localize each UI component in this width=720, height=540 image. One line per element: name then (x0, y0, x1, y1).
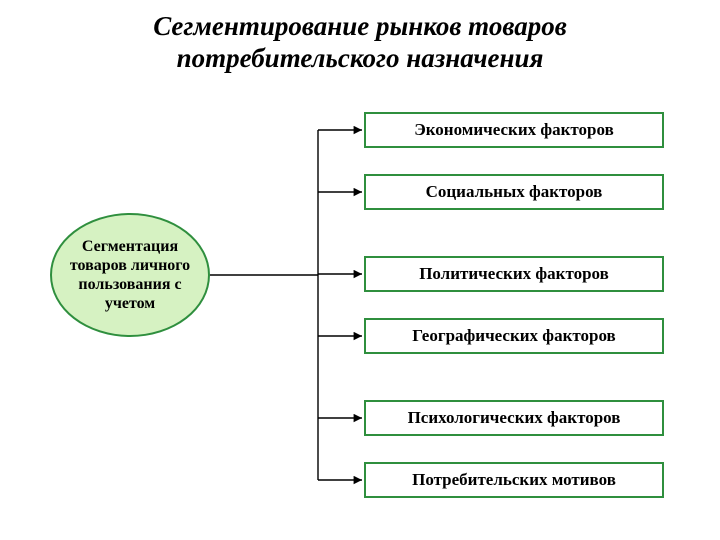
factor-box: Географических факторов (364, 318, 664, 354)
factor-box: Социальных факторов (364, 174, 664, 210)
factor-label: Социальных факторов (426, 182, 603, 202)
diagram-title: Сегментирование рынков товаров потребите… (0, 10, 720, 75)
factor-box: Психологических факторов (364, 400, 664, 436)
source-ellipse: Сегментация товаров личного пользования … (50, 213, 210, 337)
source-ellipse-label: Сегментация товаров личного пользования … (66, 237, 194, 314)
factor-box: Потребительских мотивов (364, 462, 664, 498)
factor-box: Политических факторов (364, 256, 664, 292)
factor-label: Психологических факторов (408, 408, 621, 428)
title-line-1: Сегментирование рынков товаров (0, 10, 720, 42)
factor-label: Географических факторов (412, 326, 615, 346)
factor-label: Политических факторов (419, 264, 609, 284)
factor-label: Экономических факторов (414, 120, 614, 140)
factor-box: Экономических факторов (364, 112, 664, 148)
connector-group (210, 130, 362, 480)
factor-label: Потребительских мотивов (412, 470, 616, 490)
title-line-2: потребительского назначения (0, 42, 720, 74)
